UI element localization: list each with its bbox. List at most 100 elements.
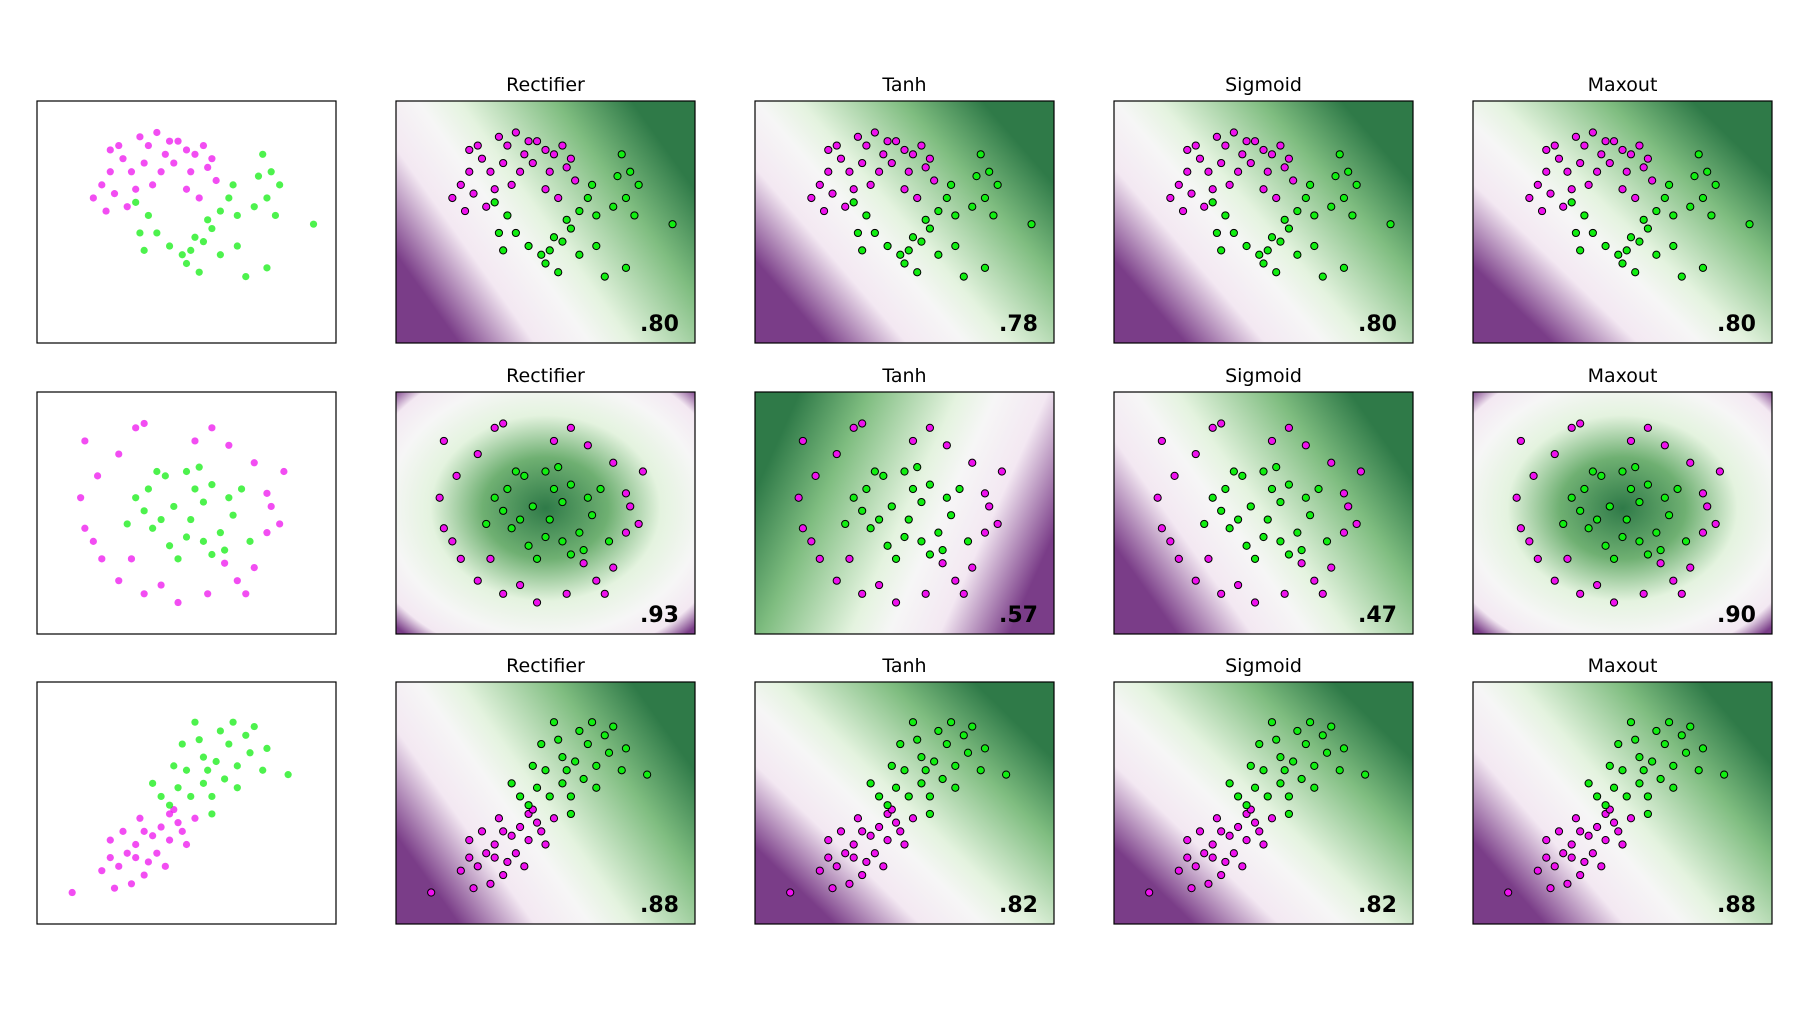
data-point xyxy=(490,185,499,194)
data-point xyxy=(528,761,537,770)
data-point xyxy=(140,159,148,167)
data-point xyxy=(1284,154,1294,163)
data-point xyxy=(959,589,968,598)
data-point xyxy=(140,827,148,835)
data-point xyxy=(511,228,520,238)
data-point xyxy=(1626,814,1636,823)
data-point xyxy=(195,268,203,276)
data-point xyxy=(1720,770,1729,779)
data-point xyxy=(1576,158,1585,168)
data-point xyxy=(161,862,169,870)
data-point xyxy=(233,577,241,585)
data-point xyxy=(233,784,241,792)
data-point xyxy=(959,731,968,740)
accuracy-score: .57 xyxy=(999,603,1038,628)
data-point xyxy=(942,441,951,450)
data-point xyxy=(1221,141,1230,150)
data-point xyxy=(187,515,195,524)
data-point xyxy=(832,862,841,871)
data-point xyxy=(1635,753,1644,762)
data-point xyxy=(1542,853,1551,862)
panel-maxout-row-3: Maxout .88 xyxy=(1472,655,1773,925)
data-point xyxy=(1280,163,1289,172)
data-point xyxy=(165,137,174,145)
data-point xyxy=(566,224,576,233)
data-point xyxy=(1605,761,1614,770)
data-point xyxy=(221,546,229,554)
data-point xyxy=(579,559,588,568)
data-point xyxy=(1656,774,1665,784)
data-point xyxy=(1267,814,1277,823)
data-point xyxy=(427,888,436,897)
data-point xyxy=(1280,215,1289,224)
data-point xyxy=(263,489,271,497)
data-point xyxy=(106,146,114,154)
data-point xyxy=(157,515,165,524)
data-point xyxy=(1690,172,1699,181)
data-point xyxy=(921,163,930,172)
data-point xyxy=(144,211,152,220)
panel-title: Rectifier xyxy=(506,74,585,96)
data-point xyxy=(1284,550,1294,559)
data-point xyxy=(1618,840,1627,849)
data-point xyxy=(891,554,901,563)
data-point xyxy=(1698,193,1708,203)
data-point xyxy=(866,779,875,788)
data-point xyxy=(963,748,973,757)
data-point xyxy=(494,814,504,823)
decision-surface xyxy=(1114,101,1413,343)
panel-title: Tanh xyxy=(881,365,926,387)
data-point xyxy=(1571,814,1581,823)
data-point xyxy=(1707,211,1716,220)
data-point xyxy=(1166,193,1175,203)
data-point xyxy=(904,246,913,255)
data-point xyxy=(1652,726,1661,736)
data-point xyxy=(554,463,563,472)
accuracy-score: .90 xyxy=(1717,603,1756,628)
data-point xyxy=(1648,757,1657,766)
data-point xyxy=(1592,515,1602,524)
accuracy-score: .82 xyxy=(999,893,1038,918)
data-point xyxy=(558,141,567,150)
data-point xyxy=(545,792,554,801)
data-point xyxy=(1233,822,1243,832)
data-point xyxy=(170,502,178,511)
data-point xyxy=(477,827,487,836)
data-point xyxy=(537,250,546,259)
data-point xyxy=(1293,206,1302,216)
data-point xyxy=(1567,198,1576,207)
data-point xyxy=(1542,167,1551,176)
data-point xyxy=(225,194,233,202)
data-point xyxy=(1592,792,1602,801)
data-point xyxy=(1639,589,1648,598)
data-point xyxy=(930,176,939,185)
data-point xyxy=(110,190,119,198)
data-point xyxy=(144,485,152,493)
data-point xyxy=(1601,241,1610,251)
data-point xyxy=(1715,467,1724,476)
data-point xyxy=(874,580,884,590)
data-point xyxy=(1259,467,1268,476)
data-point xyxy=(276,520,284,528)
data-point xyxy=(541,840,550,849)
data-point xyxy=(1601,801,1610,810)
data-point xyxy=(216,251,224,259)
data-point xyxy=(621,528,631,537)
data-point xyxy=(174,555,182,563)
decision-surface xyxy=(1473,682,1772,924)
data-point xyxy=(1576,827,1585,836)
data-point xyxy=(1626,484,1636,494)
data-point xyxy=(1588,849,1597,858)
panel-title: Tanh xyxy=(881,655,926,677)
data-point xyxy=(1178,206,1188,216)
data-point xyxy=(1259,145,1268,155)
data-point xyxy=(1221,857,1230,867)
data-point xyxy=(862,141,871,150)
data-point xyxy=(1601,836,1610,845)
data-point xyxy=(199,779,208,787)
data-point xyxy=(579,546,588,555)
data-point xyxy=(824,836,833,845)
decision-surface xyxy=(396,101,695,343)
data-point xyxy=(1166,537,1175,546)
data-point xyxy=(1284,792,1294,801)
